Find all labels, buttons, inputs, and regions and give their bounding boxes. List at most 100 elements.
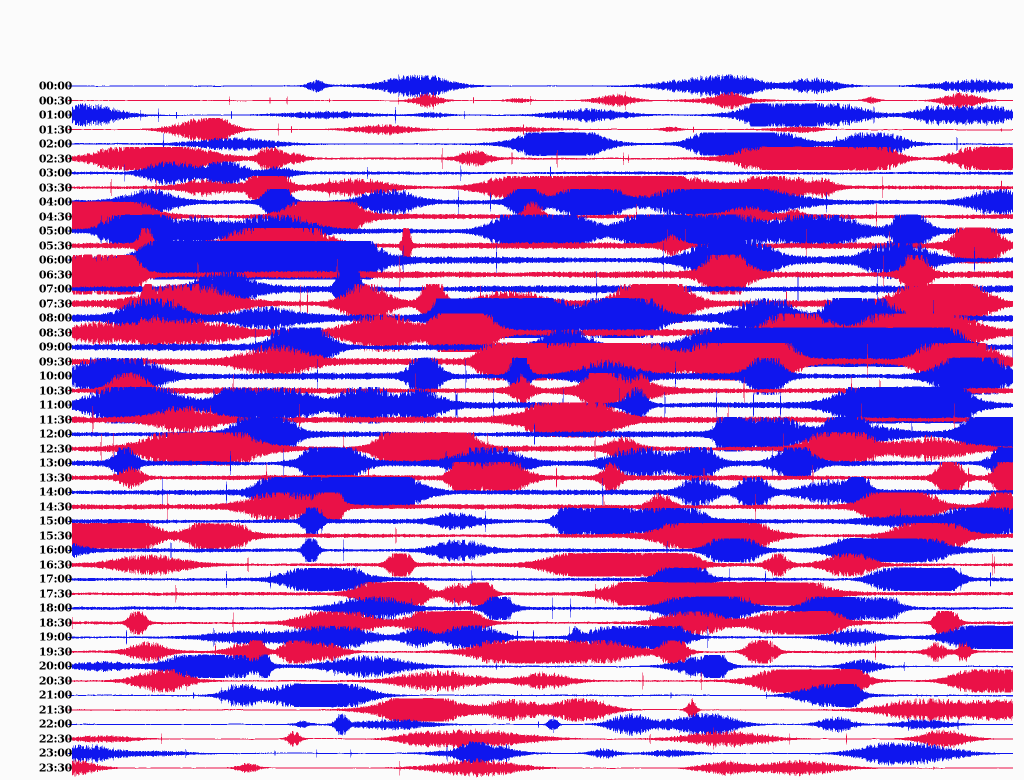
- row-tick: [68, 506, 72, 508]
- time-label-0230: 02:30: [38, 152, 72, 166]
- time-label-0300: 03:00: [38, 166, 72, 180]
- time-label-0330: 03:30: [38, 181, 72, 195]
- seismogram-trace-row: [72, 683, 1014, 708]
- seismogram-trace-row: [72, 698, 1014, 722]
- row-tick: [68, 143, 72, 145]
- seismogram-trace-row: [72, 538, 1014, 563]
- row-tick: [68, 462, 72, 464]
- seismogram-trace-row: [72, 188, 1014, 216]
- time-label-1600: 16:00: [38, 543, 72, 557]
- row-tick: [68, 448, 72, 450]
- time-label-0630: 06:30: [38, 268, 72, 282]
- row-tick: [68, 607, 72, 609]
- seismogram-trace-row: [72, 240, 1014, 280]
- time-label-1730: 17:30: [38, 587, 72, 601]
- row-tick: [68, 259, 72, 261]
- seismogram-trace-row: [72, 581, 1014, 606]
- time-label-0730: 07:30: [38, 297, 72, 311]
- row-tick: [68, 230, 72, 232]
- row-tick: [68, 303, 72, 305]
- seismogram-trace-row: [72, 74, 1014, 98]
- row-tick: [68, 274, 72, 276]
- time-label-1630: 16:30: [38, 558, 72, 572]
- seismogram-trace-row: [72, 741, 1014, 766]
- row-tick: [68, 172, 72, 174]
- seismogram-trace-row: [72, 432, 1014, 466]
- seismogram-trace-row: [72, 103, 1014, 127]
- time-label-2330: 23:30: [38, 761, 72, 775]
- time-label-0100: 01:00: [38, 108, 72, 122]
- time-label-0000: 00:00: [38, 79, 72, 93]
- seismogram-trace-row: [72, 90, 1014, 111]
- row-tick: [68, 680, 72, 682]
- row-tick: [68, 564, 72, 566]
- row-tick: [68, 317, 72, 319]
- seismogram-trace-row: [72, 654, 1014, 679]
- time-label-2130: 21:30: [38, 703, 72, 717]
- row-tick: [68, 578, 72, 580]
- time-label-0800: 08:00: [38, 311, 72, 325]
- time-label-0500: 05:00: [38, 224, 72, 238]
- seismogram-trace-row: [72, 117, 1014, 142]
- seismogram-trace-row: [72, 610, 1014, 635]
- seismogram-trace-row: [72, 522, 1014, 549]
- seismogram-trace-row: [72, 254, 1014, 295]
- time-label-0830: 08:30: [38, 326, 72, 340]
- time-label-0700: 07:00: [38, 282, 72, 296]
- time-label-2100: 21:00: [38, 688, 72, 702]
- seismogram-trace-row: [72, 640, 1014, 664]
- row-tick: [68, 636, 72, 638]
- seismogram-trace-row: [72, 552, 1014, 577]
- row-tick: [68, 622, 72, 624]
- time-label-0530: 05:30: [38, 239, 72, 253]
- time-label-1500: 15:00: [38, 514, 72, 528]
- row-tick: [68, 158, 72, 160]
- time-label-1300: 13:00: [38, 456, 72, 470]
- time-label-1130: 11:30: [38, 413, 72, 427]
- seismogram-trace-row: [72, 507, 1014, 536]
- row-tick: [68, 129, 72, 131]
- row-tick: [68, 390, 72, 392]
- seismogram-trace-row: [72, 567, 1014, 592]
- row-tick: [68, 651, 72, 653]
- time-label-1400: 14:00: [38, 485, 72, 499]
- time-label-0600: 06:00: [38, 253, 72, 267]
- row-tick: [68, 419, 72, 421]
- time-label-0030: 00:30: [38, 94, 72, 107]
- time-label-2000: 20:00: [38, 659, 72, 673]
- row-tick: [68, 187, 72, 189]
- time-label-1530: 15:30: [38, 529, 72, 543]
- seismogram-trace-row: [72, 596, 1014, 621]
- row-tick: [68, 477, 72, 479]
- seismogram-trace-row: [72, 372, 1014, 409]
- seismogram-trace-row: [72, 146, 1014, 171]
- seismogram-trace-row: [72, 268, 1014, 310]
- seismogram-trace-row: [72, 161, 1014, 185]
- row-tick: [68, 767, 72, 769]
- row-tick: [68, 332, 72, 334]
- seismogram-trace-row: [72, 712, 1014, 737]
- row-tick: [68, 738, 72, 740]
- row-tick: [68, 346, 72, 348]
- row-tick: [68, 723, 72, 725]
- seismogram-trace-row: [72, 402, 1014, 438]
- time-label-2030: 20:30: [38, 674, 72, 688]
- row-tick: [68, 433, 72, 435]
- time-label-0130: 01:30: [38, 123, 72, 137]
- row-tick: [68, 549, 72, 551]
- time-label-0200: 02:00: [38, 137, 72, 151]
- time-label-1930: 19:30: [38, 645, 72, 659]
- row-tick: [68, 201, 72, 203]
- seismogram-trace-row: [72, 446, 1014, 480]
- row-tick: [68, 288, 72, 290]
- time-label-1330: 13:30: [38, 471, 72, 485]
- row-tick: [68, 535, 72, 537]
- seismogram-trace-row: [72, 727, 1014, 751]
- time-label-1430: 14:30: [38, 500, 72, 514]
- time-label-1100: 11:00: [38, 398, 72, 412]
- row-tick: [68, 694, 72, 696]
- row-tick: [68, 216, 72, 218]
- time-label-1230: 12:30: [38, 442, 72, 456]
- time-label-1800: 18:00: [38, 601, 72, 615]
